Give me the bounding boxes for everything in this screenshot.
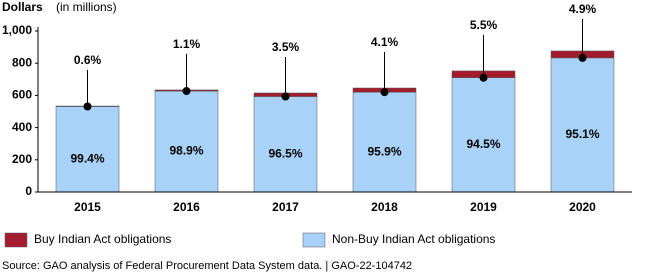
x-tick-label: 2018 bbox=[371, 200, 398, 214]
bar-segment bbox=[352, 91, 417, 193]
share-label: 5.5% bbox=[470, 18, 498, 32]
share-label: 3.5% bbox=[272, 40, 300, 54]
bar-segment bbox=[550, 57, 615, 193]
y-tick-label: 200 bbox=[12, 152, 32, 166]
callout-dot bbox=[182, 87, 191, 96]
callout-dot bbox=[578, 53, 587, 62]
bar-segment bbox=[451, 77, 516, 193]
callout-dot bbox=[380, 88, 389, 97]
legend-swatch bbox=[302, 232, 326, 248]
y-tick-label: 600 bbox=[12, 88, 32, 102]
x-tick-label: 2019 bbox=[470, 200, 497, 214]
legend-swatch bbox=[4, 232, 28, 248]
axis-subtitle: (in millions) bbox=[56, 0, 117, 14]
source: Source: GAO analysis of Federal Procurem… bbox=[2, 260, 412, 272]
x-tick-label: 2016 bbox=[173, 200, 200, 214]
x-tick-label: 2017 bbox=[272, 200, 299, 214]
callout-dot bbox=[479, 73, 488, 82]
y-tick-label: 400 bbox=[12, 120, 32, 134]
share-label: 4.1% bbox=[371, 35, 399, 49]
x-tick-label: 2020 bbox=[569, 200, 596, 214]
legend-label: Buy Indian Act obligations bbox=[34, 232, 171, 246]
axis-title: Dollars bbox=[2, 0, 43, 14]
x-tick-label: 2015 bbox=[74, 200, 101, 214]
share-label: 98.9% bbox=[169, 144, 203, 158]
y-tick-label: 1,000 bbox=[2, 23, 32, 37]
bar-segment bbox=[154, 90, 219, 193]
share-label: 96.5% bbox=[268, 146, 302, 160]
callout-dot bbox=[281, 92, 290, 101]
share-label: 95.1% bbox=[565, 127, 599, 141]
share-label: 94.5% bbox=[466, 137, 500, 151]
bar-segment bbox=[253, 96, 318, 193]
share-label: 95.9% bbox=[367, 144, 401, 158]
share-label: 0.6% bbox=[74, 53, 102, 67]
y-tick-label: 0 bbox=[25, 184, 32, 198]
share-label: 99.4% bbox=[70, 151, 104, 165]
share-label: 1.1% bbox=[173, 37, 201, 51]
bar-segment bbox=[55, 106, 120, 193]
y-tick-label: 800 bbox=[12, 55, 32, 69]
legend-label: Non-Buy Indian Act obligations bbox=[332, 232, 495, 246]
share-label: 4.9% bbox=[569, 2, 597, 16]
callout-dot bbox=[83, 102, 92, 111]
